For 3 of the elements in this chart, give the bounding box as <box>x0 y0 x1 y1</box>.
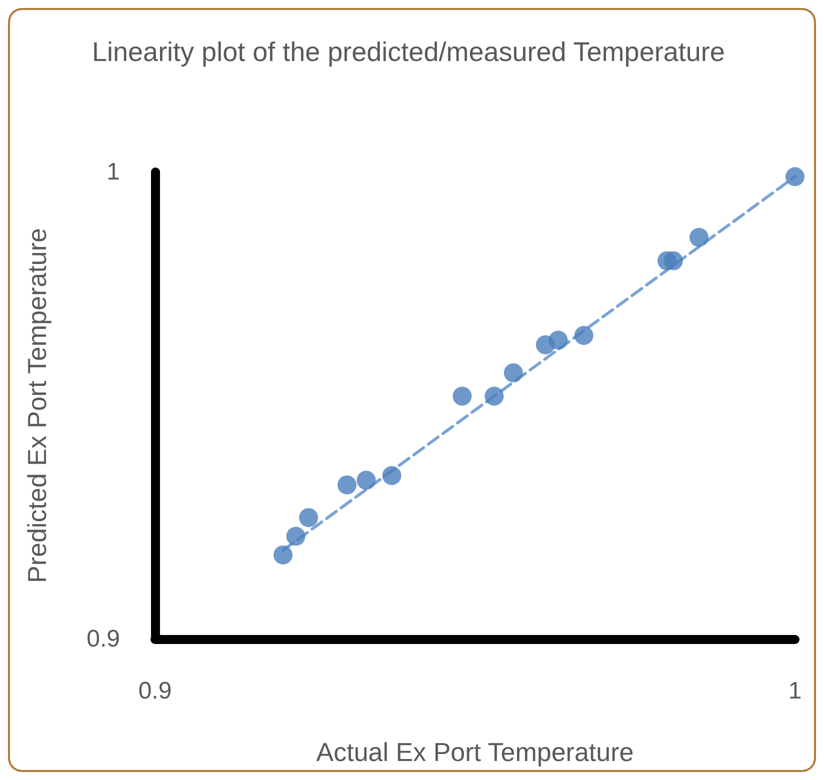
chart-title: Linearity plot of the predicted/measured Temperature <box>92 37 725 67</box>
x-axis-title: Actual Ex Port Temperature <box>316 737 634 767</box>
y-axis-title: Predicted Ex Port Temperature <box>22 228 52 584</box>
